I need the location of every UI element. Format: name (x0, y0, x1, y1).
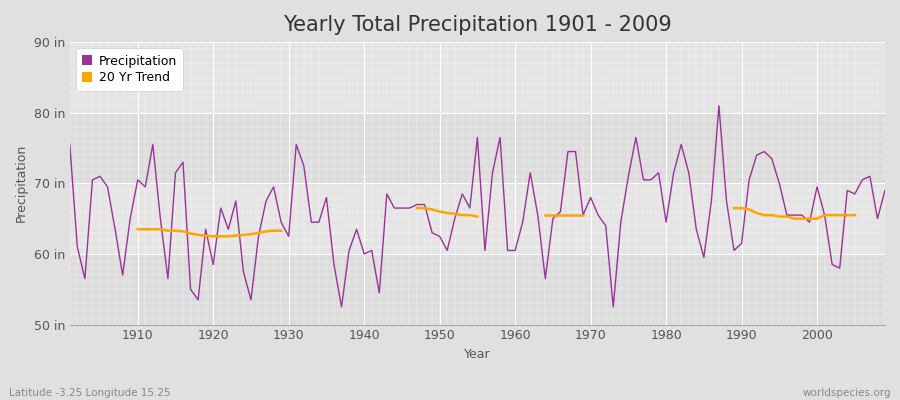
Bar (70, 42, 885, 113)
Text: Latitude -3.25 Longitude 15.25: Latitude -3.25 Longitude 15.25 (9, 388, 171, 398)
X-axis label: Year: Year (464, 348, 491, 361)
Title: Yearly Total Precipitation 1901 - 2009: Yearly Total Precipitation 1901 - 2009 (283, 15, 671, 35)
Legend: Precipitation, 20 Yr Trend: Precipitation, 20 Yr Trend (76, 48, 183, 91)
Bar (70, 183, 885, 254)
Bar (70, 254, 885, 324)
Y-axis label: Precipitation: Precipitation (15, 144, 28, 222)
Bar (70, 113, 885, 183)
Text: worldspecies.org: worldspecies.org (803, 388, 891, 398)
